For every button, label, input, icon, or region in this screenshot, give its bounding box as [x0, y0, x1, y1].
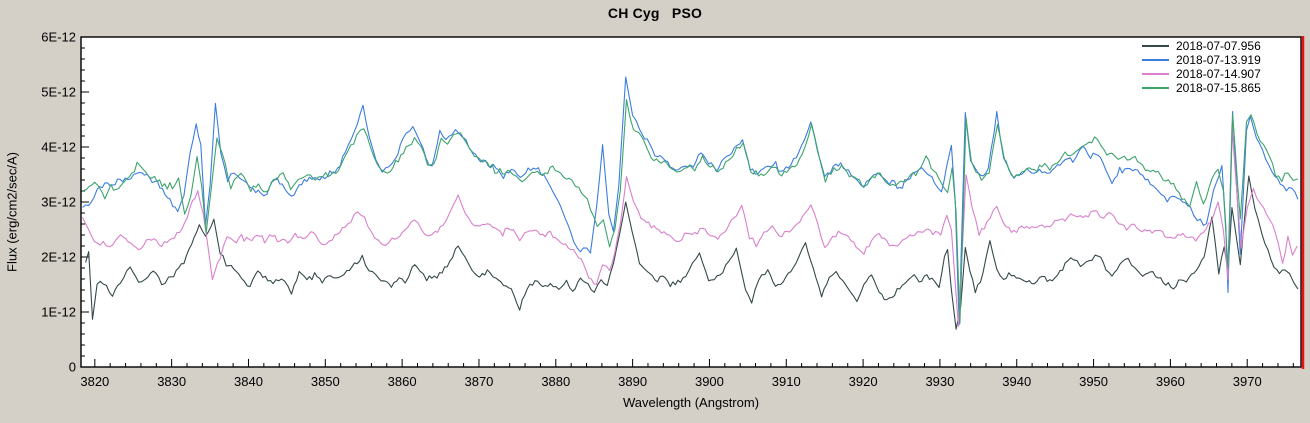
legend: 2018-07-07.956 2018-07-13.919 2018-07-14.9… — [1142, 39, 1261, 95]
legend-item: 2018-07-13.919 — [1142, 53, 1261, 67]
spectrum-trace — [85, 175, 1299, 330]
x-tick-label: 3960 — [1156, 374, 1185, 389]
legend-label: 2018-07-07.956 — [1176, 39, 1261, 53]
x-tick-label: 3870 — [464, 374, 493, 389]
legend-label: 2018-07-15.865 — [1176, 81, 1261, 95]
legend-line-swatch — [1142, 87, 1169, 89]
x-tick-label: 3860 — [388, 374, 417, 389]
series-group — [82, 76, 1299, 330]
legend-item: 2018-07-07.956 — [1142, 39, 1261, 53]
spectrum-trace — [82, 76, 1299, 326]
legend-line-swatch — [1142, 59, 1169, 61]
y-tick-label: 5E-12 — [41, 85, 76, 100]
spectrum-trace — [82, 99, 1299, 325]
x-tick-label: 3970 — [1233, 374, 1262, 389]
x-tick-label: 3940 — [1002, 374, 1031, 389]
y-tick-label: 3E-12 — [41, 195, 76, 210]
x-tick-label: 3880 — [541, 374, 570, 389]
x-tick-label: 3830 — [157, 374, 186, 389]
x-axis-title: Wavelength (Angstrom) — [622, 395, 760, 410]
legend-item: 2018-07-14.907 — [1142, 67, 1261, 81]
y-tick-label: 0 — [69, 360, 76, 375]
plot-frame — [80, 36, 1302, 368]
y-tick-label: 2E-12 — [41, 250, 76, 265]
legend-label: 2018-07-14.907 — [1176, 67, 1261, 81]
x-tick-label: 3910 — [772, 374, 801, 389]
legend-line-swatch — [1142, 45, 1169, 47]
legend-label: 2018-07-13.919 — [1176, 53, 1261, 67]
legend-line-swatch — [1142, 73, 1169, 75]
y-tick-label: 6E-12 — [41, 30, 76, 45]
x-tick-label: 3950 — [1079, 374, 1108, 389]
x-tick-label: 3920 — [849, 374, 878, 389]
x-tick-label: 3930 — [925, 374, 954, 389]
x-tick-label: 3890 — [618, 374, 647, 389]
x-tick-label: 3900 — [695, 374, 724, 389]
y-tick-label: 1E-12 — [41, 305, 76, 320]
y-axis-title: Flux (erg/cm2/sec/A) — [4, 152, 20, 272]
plot-area — [81, 37, 1301, 367]
spectrum-trace — [82, 124, 1298, 327]
x-tick-label: 3840 — [234, 374, 263, 389]
x-tick-label: 3820 — [80, 374, 109, 389]
legend-item: 2018-07-15.865 — [1142, 81, 1261, 95]
x-tick-label: 3850 — [311, 374, 340, 389]
y-tick-label: 4E-12 — [41, 140, 76, 155]
chart-title: CH Cyg PSO — [607, 5, 703, 21]
